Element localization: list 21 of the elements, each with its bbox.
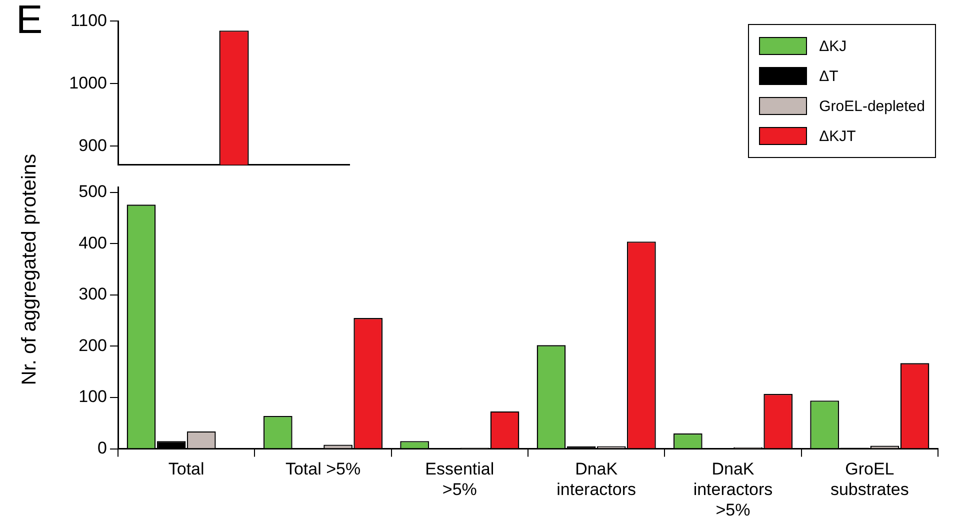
x-tick-label: Essential >5% [425, 460, 494, 500]
y-tick-label: 1000 [69, 73, 107, 92]
legend-label: ΔKJT [819, 128, 856, 144]
legend-label: GroEL-depleted [819, 98, 925, 114]
y-tick-label: 200 [78, 336, 107, 355]
text: E [16, 0, 43, 42]
y-tick-label: 400 [78, 233, 107, 252]
y-tick-label: 300 [78, 284, 107, 304]
y-tick-label: 500 [78, 182, 107, 202]
x-tick-label: DnaK interactors [556, 460, 636, 500]
y-tick-label: 100 [78, 387, 107, 406]
y-tick-label: 900 [78, 136, 107, 155]
y-axis-title: Nr. of aggregated proteins [18, 152, 42, 388]
legend-label: ΔT [819, 68, 838, 84]
y-tick-label: 0 [98, 438, 107, 458]
legend-label: ΔKJ [819, 38, 847, 54]
x-tick-label: Total [168, 460, 204, 479]
y-tick-label: 1100 [70, 10, 107, 30]
x-tick-label: Total >5% [285, 460, 361, 479]
x-tick-label: DnaK interactors >5% [693, 460, 773, 520]
x-tick-label: GroEL substrates [830, 460, 909, 500]
